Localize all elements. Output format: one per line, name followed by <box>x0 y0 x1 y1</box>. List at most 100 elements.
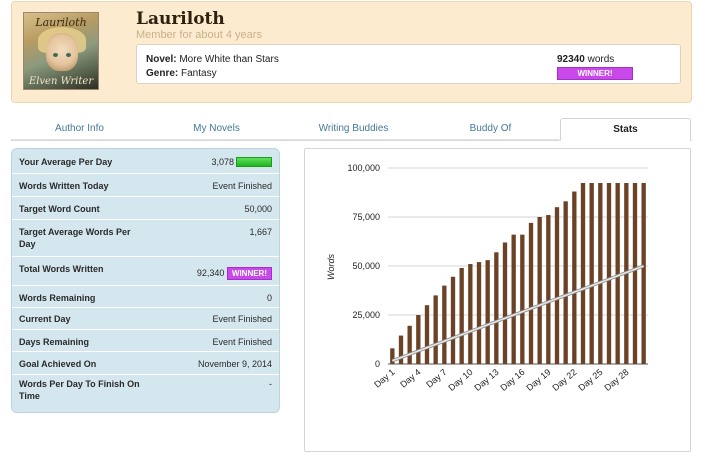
username[interactable]: Lauriloth <box>136 9 225 29</box>
stat-value: 92,340 WINNER! <box>197 267 272 280</box>
member-since: Member for about 4 years <box>136 29 262 41</box>
word-count-bar <box>563 201 568 364</box>
word-count-bar <box>528 222 534 364</box>
stat-row-words-per-day-to-finish: Words Per Day To Finish On Time - <box>12 375 279 412</box>
y-tick-label: 75,000 <box>352 212 380 222</box>
stat-label: Words Per Day To Finish On Time <box>19 379 140 401</box>
tab-writing-buddies[interactable]: Writing Buddies <box>285 118 422 140</box>
stat-value: 0 <box>266 293 272 303</box>
y-tick-label: 100,000 <box>347 163 380 173</box>
target-line <box>392 265 644 362</box>
word-count-bar <box>554 207 560 364</box>
stat-label: Words Remaining <box>19 293 96 303</box>
word-count-unit: words <box>587 54 615 65</box>
stat-value-text: 92,340 <box>196 268 225 278</box>
tab-buddy-of[interactable]: Buddy Of <box>422 118 559 140</box>
stat-row-target-word-count: Target Word Count 50,000 <box>12 197 279 220</box>
stat-label: Target Word Count <box>19 204 100 214</box>
word-count-bar <box>511 234 516 364</box>
word-count-bar <box>572 191 577 364</box>
word-count-bar <box>416 315 421 364</box>
stat-value-text: 3,078 <box>211 157 234 167</box>
avatar-eye <box>53 53 58 57</box>
stat-label: Days Remaining <box>19 337 90 347</box>
avatar-eye <box>66 53 71 57</box>
stat-label: Current Day <box>19 314 71 324</box>
x-tick-label: Day 13 <box>472 367 500 393</box>
genre-value: Fantasy <box>181 68 217 79</box>
word-count-bar <box>485 260 490 364</box>
word-count-bar <box>494 252 499 364</box>
stat-row-average-per-day: Your Average Per Day 3,078 <box>12 149 279 174</box>
tab-author-info[interactable]: Author Info <box>11 118 148 140</box>
stat-value: 3,078 <box>211 156 272 168</box>
novel-label: Novel: <box>146 54 177 65</box>
word-count-bar <box>424 305 430 364</box>
tab-stats[interactable]: Stats <box>560 118 691 141</box>
word-count-value: 92340 <box>557 54 585 65</box>
y-tick-label: 50,000 <box>352 261 380 271</box>
winner-badge-container: WINNER! <box>557 67 633 80</box>
word-count-bar <box>598 183 603 364</box>
x-tick-label: Day 22 <box>550 367 578 393</box>
profile-header: Lauriloth Elven Writer Lauriloth Member … <box>11 1 692 103</box>
word-count-bar <box>450 276 456 364</box>
word-count-bar <box>502 242 508 364</box>
stat-value: Event Finished <box>212 337 272 347</box>
stat-row-current-day: Current Day Event Finished <box>12 308 279 330</box>
word-count-bar <box>520 234 525 364</box>
word-count-bar <box>390 348 395 364</box>
x-tick-label: Day 16 <box>498 367 526 393</box>
novel-title[interactable]: More White than Stars <box>179 54 279 65</box>
y-axis-label: Words <box>326 254 336 281</box>
x-tick-label: Day 19 <box>524 367 552 393</box>
word-count-bar <box>433 295 438 364</box>
stat-label: Target Average Words Per Day <box>19 227 131 249</box>
x-tick-label: Day 1 <box>372 367 396 390</box>
y-tick-label: 25,000 <box>352 310 380 320</box>
word-count-bar <box>615 183 620 364</box>
word-count-bar <box>606 183 612 364</box>
word-count-chart: 0 25,000 50,000 75,000 100,000 Day 1 Day 4 Day… <box>304 148 691 452</box>
x-tick-label: Day 28 <box>602 367 630 393</box>
word-count-bar <box>641 183 646 364</box>
word-count-bar <box>589 183 594 364</box>
stat-label: Total Words Written <box>19 264 104 274</box>
word-count-bar <box>398 335 404 364</box>
stat-row-days-remaining: Days Remaining Event Finished <box>12 330 279 352</box>
stat-row-total-words: Total Words Written 92,340 WINNER! <box>12 257 279 286</box>
stat-label: Goal Achieved On <box>19 359 97 369</box>
word-count-bar <box>407 325 412 364</box>
tab-my-novels[interactable]: My Novels <box>148 118 285 140</box>
avatar-title-text: Lauriloth <box>35 16 87 29</box>
winner-badge: WINNER! <box>226 267 272 280</box>
stat-label: Your Average Per Day <box>19 157 113 167</box>
stat-row-words-today: Words Written Today Event Finished <box>12 174 279 197</box>
stat-value: Event Finished <box>212 314 272 324</box>
average-progress-bar <box>236 157 272 167</box>
word-count-bar <box>580 183 586 364</box>
genre-label: Genre: <box>146 68 179 79</box>
word-count-bar <box>476 262 482 364</box>
x-tick-label: Day 25 <box>576 367 604 393</box>
word-count-bar <box>546 215 551 364</box>
avatar-caption-text: Elven Writer <box>28 76 94 87</box>
stat-value: November 9, 2014 <box>197 359 272 369</box>
x-tick-label: Day 4 <box>398 367 422 390</box>
stats-panel: Your Average Per Day 3,078 Words Written… <box>11 148 280 413</box>
x-tick-label: Day 7 <box>424 367 448 390</box>
profile-tabs: Author Info My Novels Writing Buddies Bu… <box>11 118 692 141</box>
word-count-bar <box>468 264 473 364</box>
word-count-bar <box>632 183 638 364</box>
y-tick-label: 0 <box>375 359 380 369</box>
x-tick-label: Day 10 <box>446 367 474 393</box>
stat-value: 50,000 <box>244 204 272 214</box>
stat-row-target-average: Target Average Words Per Day 1,667 <box>12 220 279 257</box>
word-count: 92340 words <box>557 54 614 65</box>
stat-label: Words Written Today <box>19 181 109 191</box>
stat-row-words-remaining: Words Remaining 0 <box>12 286 279 308</box>
word-count-bar <box>459 267 464 364</box>
winner-badge: WINNER! <box>557 67 633 80</box>
